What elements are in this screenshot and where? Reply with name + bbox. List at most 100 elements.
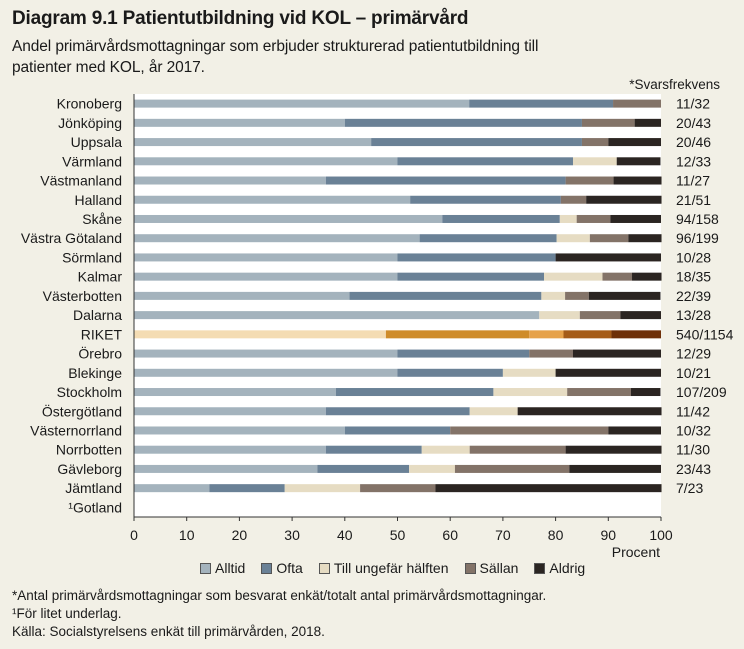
- x-tick-label: 80: [548, 527, 564, 543]
- category-label: Värmland: [62, 153, 122, 169]
- bar-segment-alltid: [134, 138, 372, 147]
- bar-segment-till-ungefär-hälften: [529, 330, 564, 339]
- bar-segment-sällan: [565, 176, 614, 185]
- bar-segment-ofta: [325, 445, 422, 454]
- response-rate-label: 7/23: [676, 480, 703, 496]
- footnote-small-sample: ¹För litet underlag.: [12, 606, 122, 621]
- bar-segment-alltid: [134, 330, 386, 339]
- category-label: Halland: [75, 192, 122, 208]
- bar-segment-alltid: [134, 349, 398, 358]
- category-label: RIKET: [81, 326, 123, 342]
- bar-segment-ofta: [325, 176, 566, 185]
- bar-segment-sällan: [567, 388, 631, 397]
- response-rate-label: 96/199: [676, 230, 719, 246]
- bar-segment-alltid: [134, 291, 350, 300]
- response-rate-label: 13/28: [676, 307, 711, 323]
- bar-segment-ofta: [419, 234, 557, 243]
- response-rate-label: 20/46: [676, 134, 711, 150]
- category-label: ¹Gotland: [68, 499, 122, 515]
- bar-segment-aldrig: [608, 138, 661, 147]
- bar-segment-alltid: [134, 426, 345, 435]
- x-tick-label: 60: [442, 527, 458, 543]
- legend-label: Ofta: [276, 560, 303, 576]
- category-label: Dalarna: [73, 307, 122, 323]
- x-tick-label: 100: [649, 527, 673, 543]
- bar-segment-sällan: [454, 464, 570, 473]
- response-rate-label: 10/32: [676, 422, 711, 438]
- bar-segment-aldrig: [620, 311, 661, 320]
- stacked-bar-chart: *Svarsfrekvens Kronoberg 11/32 Jönköping 20/…: [21, 77, 734, 560]
- bar-segment-ofta: [397, 349, 530, 358]
- bar-segment-ofta: [385, 330, 530, 339]
- bar-segment-till-ungefär-hälften: [469, 407, 518, 416]
- x-tick-label: 0: [130, 527, 138, 543]
- bar-segment-sällan: [581, 138, 609, 147]
- bar-segment-ofta: [349, 291, 542, 300]
- bar-segment-sällan: [529, 349, 573, 358]
- footnote-source: Källa: Socialstyrelsens enkät till primä…: [12, 624, 325, 639]
- legend-item: Till ungefär hälften: [318, 560, 449, 576]
- bar-segment-alltid: [134, 195, 411, 204]
- bar-segment-alltid: [134, 99, 470, 108]
- chart-subtitle-line2: patienter med KOL, år 2017.: [12, 59, 205, 76]
- category-label: Västerbotten: [43, 288, 122, 304]
- response-rate-label: 10/21: [676, 365, 711, 381]
- response-rate-label: 12/29: [676, 346, 711, 362]
- bar-segment-alltid: [134, 234, 420, 243]
- bar-segment-aldrig: [586, 195, 662, 204]
- category-label: Jönköping: [58, 115, 122, 131]
- response-rate-label: 21/51: [676, 192, 711, 208]
- x-axis-title: Procent: [612, 544, 660, 560]
- bar-segment-ofta: [397, 368, 503, 377]
- bar-segment-till-ungefär-hälften: [541, 291, 566, 300]
- x-tick-label: 70: [495, 527, 511, 543]
- bar-segment-aldrig: [616, 157, 661, 166]
- legend-label: Sällan: [479, 560, 519, 576]
- bar-segment-sällan: [576, 214, 611, 223]
- response-rate-header: *Svarsfrekvens: [629, 77, 720, 92]
- legend-label: Aldrig: [549, 560, 586, 576]
- category-label: Sörmland: [62, 249, 122, 265]
- bar-segment-till-ungefär-hälften: [556, 234, 590, 243]
- bar-segment-ofta: [442, 214, 560, 223]
- bar-segment-ofta: [469, 99, 614, 108]
- footnote-response-rate: *Antal primärvårdsmottagningar som besva…: [12, 588, 547, 603]
- response-rate-label: 23/43: [676, 461, 711, 477]
- bar-segment-aldrig: [588, 291, 661, 300]
- category-label: Stockholm: [57, 384, 122, 400]
- category-label: Blekinge: [68, 365, 122, 381]
- x-tick-label: 20: [232, 527, 248, 543]
- bar-segment-till-ungefär-hälften: [572, 157, 617, 166]
- bar-segment-sällan: [450, 426, 609, 435]
- bar-segment-aldrig: [634, 118, 661, 127]
- bar-segment-aldrig: [611, 330, 661, 339]
- x-tick-label: 40: [337, 527, 353, 543]
- response-rate-label: 11/27: [676, 173, 710, 189]
- category-label: Örebro: [78, 345, 122, 362]
- chart-title: Diagram 9.1 Patientutbildning vid KOL – …: [12, 8, 469, 29]
- bar-segment-till-ungefär-hälften: [284, 484, 361, 493]
- response-rate-label: 540/1154: [676, 326, 734, 342]
- bar-segment-aldrig: [610, 214, 661, 223]
- bar-segment-alltid: [134, 214, 443, 223]
- bar-segment-aldrig: [628, 234, 662, 243]
- legend-item: Aldrig: [534, 560, 585, 576]
- bar-segment-alltid: [134, 118, 345, 127]
- bar-segment-ofta: [371, 138, 582, 147]
- bar-segment-sällan: [579, 311, 621, 320]
- bar-segment-ofta: [397, 157, 573, 166]
- bar-segment-aldrig: [517, 407, 662, 416]
- bar-segment-sällan: [360, 484, 436, 493]
- category-label: Norrbotten: [56, 442, 122, 458]
- response-rate-label: 107/209: [676, 384, 727, 400]
- bar-segment-till-ungefär-hälften: [421, 445, 470, 454]
- bar-segment-aldrig: [555, 368, 661, 377]
- response-rate-label: 18/35: [676, 269, 711, 285]
- chart-legend: Alltid Ofta Till ungefär hälften Sällan Aldr…: [200, 560, 585, 576]
- bar-segment-aldrig: [632, 272, 662, 281]
- bar-segment-sällan: [560, 195, 587, 204]
- x-tick-label: 10: [179, 527, 195, 543]
- bar-segment-aldrig: [630, 388, 661, 397]
- bar-segment-alltid: [134, 388, 336, 397]
- legend-item: Ofta: [261, 560, 303, 576]
